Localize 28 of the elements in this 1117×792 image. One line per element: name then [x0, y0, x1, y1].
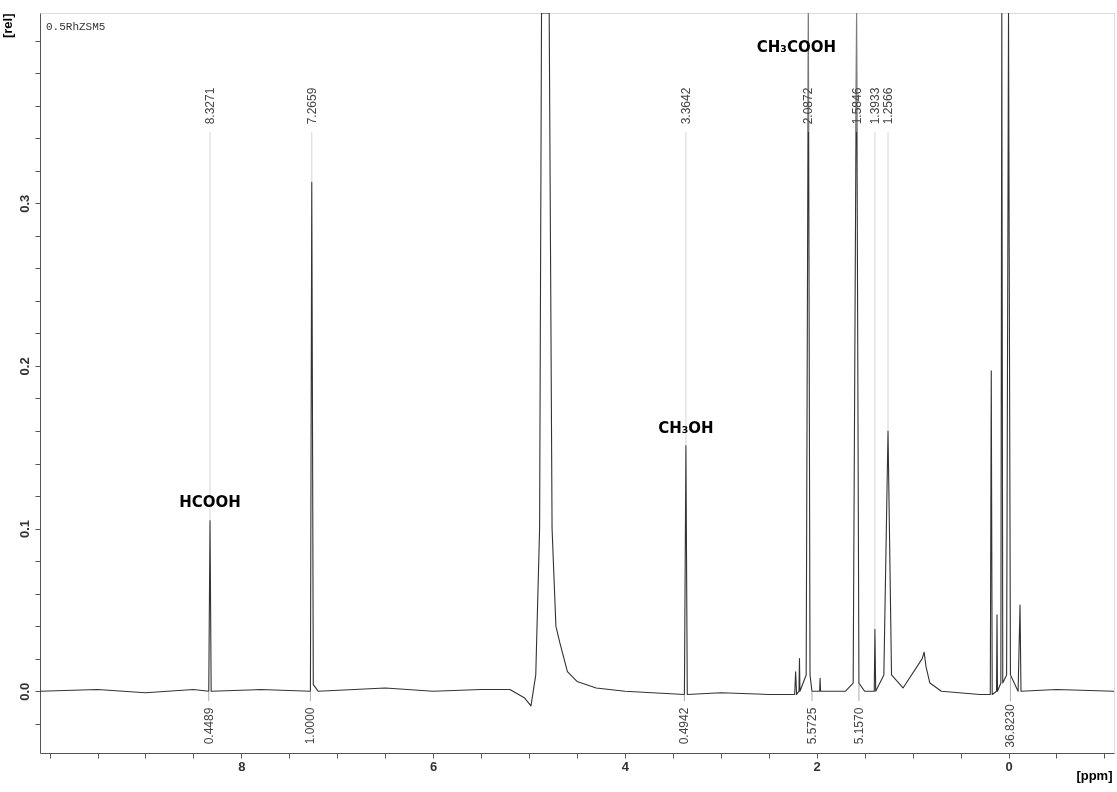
y-axis-title: [rel]: [0, 13, 15, 39]
annotation: 1.2566: [881, 87, 896, 125]
x-tick-label: 6: [430, 758, 438, 774]
x-tick-label: 4: [621, 758, 630, 774]
y-tick-label: 0.3: [16, 194, 32, 213]
annotation: 1.3933: [867, 87, 882, 125]
annotation: 1.0000: [303, 707, 318, 745]
annotation: 0.4489: [201, 707, 216, 745]
annotation: 0.5RhZSM5: [46, 21, 106, 33]
annotation: 8.3271: [203, 87, 218, 125]
annotation: 5.1570: [851, 707, 866, 745]
annotation: 3.3642: [678, 87, 693, 125]
annotation: 7.2659: [304, 87, 319, 125]
annotation: 5.5725: [804, 707, 819, 745]
x-tick-label: 2: [813, 758, 821, 774]
annotation: 1.5846: [849, 87, 864, 125]
annotation: CH₃OH: [658, 418, 714, 437]
x-tick-label: 0: [1005, 758, 1013, 774]
y-tick-label: 0.0: [16, 682, 32, 701]
x-tick-label: 8: [238, 758, 246, 774]
annotation: CH₃COOH: [756, 38, 836, 56]
y-tick-label: 0.2: [16, 357, 32, 376]
annotation: HCOOH: [179, 493, 241, 512]
annotation: 2.0872: [801, 87, 816, 125]
x-axis-title: [ppm]: [1076, 767, 1113, 783]
annotation: 0.4942: [677, 707, 692, 745]
y-tick-label: 0.1: [16, 520, 32, 539]
annotation: 36.8230: [1003, 703, 1018, 748]
